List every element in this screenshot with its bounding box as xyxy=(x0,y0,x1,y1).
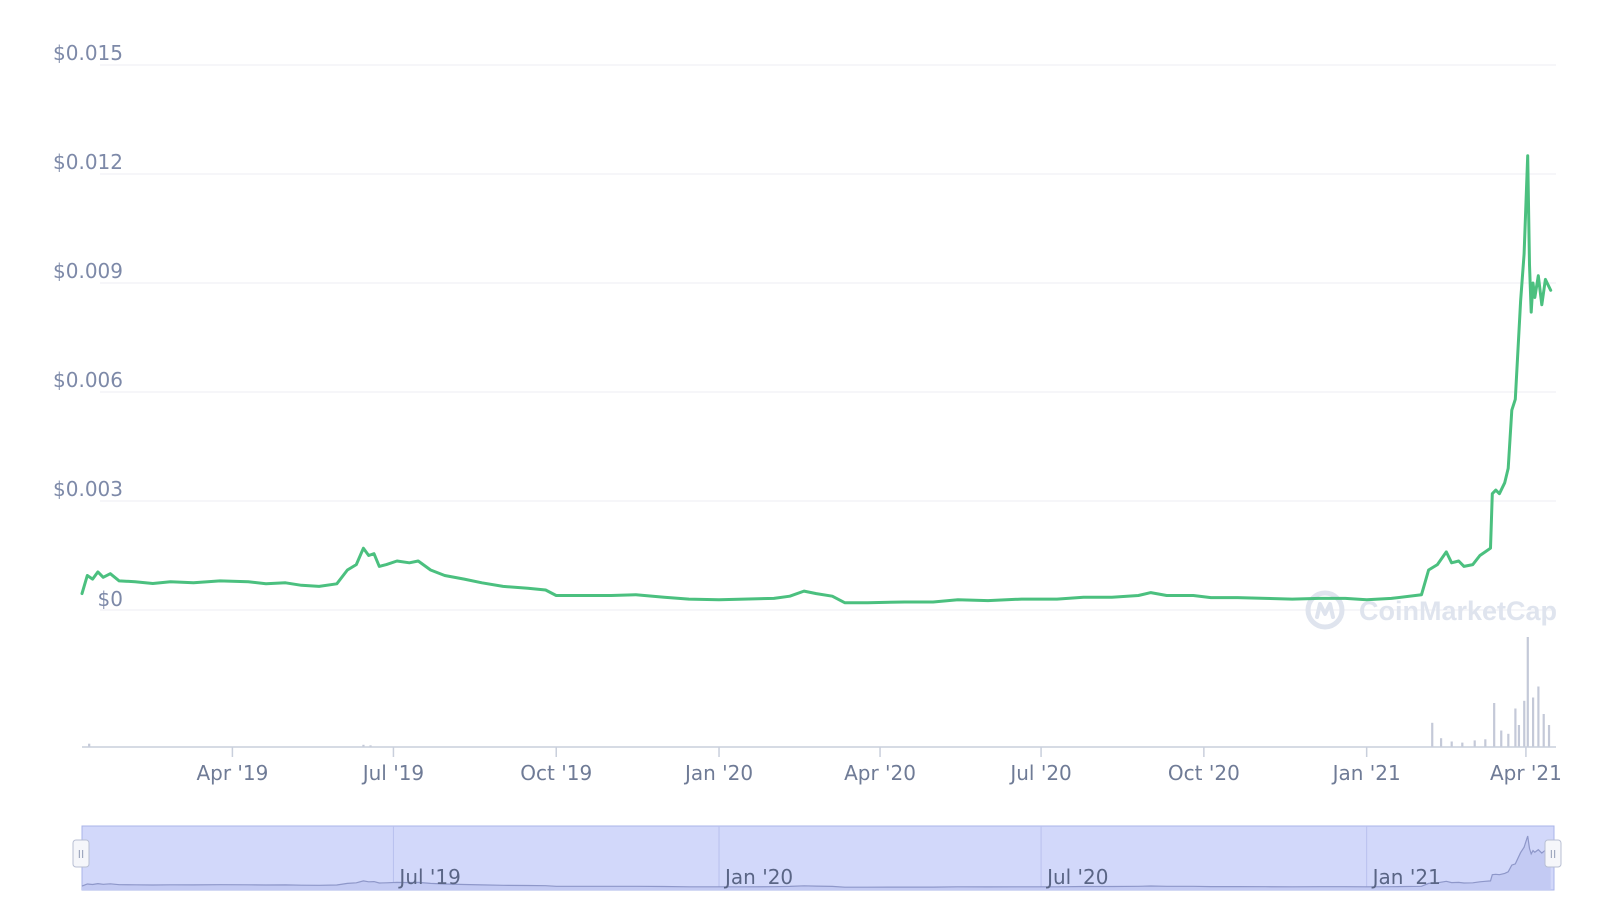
watermark-text: CoinMarketCap xyxy=(1359,596,1557,626)
price-series xyxy=(80,154,1553,605)
navigator-labels: Jul '19 Jan '20 Jul '20 Jan '21 xyxy=(397,865,1440,889)
coinmarketcap-watermark: CoinMarketCap xyxy=(1305,590,1557,630)
volume-bar xyxy=(1473,740,1476,747)
volume-bar xyxy=(1507,733,1510,747)
price-line xyxy=(80,154,1553,605)
volume-bar xyxy=(1523,700,1526,747)
volume-bar xyxy=(1450,741,1453,747)
y-tick-label: $0.003 xyxy=(53,477,123,501)
coinmarketcap-logo-icon xyxy=(1305,590,1345,630)
volume-bar xyxy=(88,743,91,747)
volume-bar xyxy=(1542,714,1545,747)
y-axis-ticks: $0 $0.003 $0.006 $0.009 $0.012 $0.015 xyxy=(53,41,123,611)
y-tick-label: $0 xyxy=(98,587,123,611)
y-tick-label: $0.015 xyxy=(53,41,123,65)
volume-bar xyxy=(1514,708,1517,747)
volume-bars xyxy=(88,637,1551,747)
navigator-handle-right[interactable]: II xyxy=(1544,839,1562,868)
navigator-line xyxy=(81,835,1551,888)
x-tick-label: Apr '21 xyxy=(1490,761,1562,785)
volume-bar xyxy=(1547,725,1551,747)
volume-bar xyxy=(369,745,372,747)
x-tick-label: Oct '20 xyxy=(1168,761,1240,785)
x-tick-label: Jan '20 xyxy=(683,761,753,785)
x-tick-label: Jul '19 xyxy=(361,761,424,785)
volume-bar xyxy=(362,744,365,747)
volume-bar xyxy=(1493,703,1496,747)
x-tick-label: Apr '20 xyxy=(844,761,916,785)
y-tick-label: $0.012 xyxy=(53,150,123,174)
volume-bar xyxy=(1537,686,1540,747)
range-navigator[interactable]: Jul '19 Jan '20 Jul '20 Jan '21 II II xyxy=(72,825,1562,891)
x-tick-label: Apr '19 xyxy=(196,761,268,785)
volume-bar xyxy=(1484,739,1487,747)
navigator-selection[interactable] xyxy=(81,825,1555,891)
navigator-label: Jan '21 xyxy=(1371,865,1441,889)
x-tick-label: Jul '20 xyxy=(1008,761,1071,785)
volume-bar xyxy=(1526,637,1529,747)
grid-lines xyxy=(100,64,1556,611)
navigator-handle-left[interactable]: II xyxy=(72,839,90,868)
y-tick-label: $0.006 xyxy=(53,368,123,392)
volume-bar xyxy=(1500,730,1503,747)
volume-bar xyxy=(1531,697,1535,747)
x-tick-label: Oct '19 xyxy=(520,761,592,785)
navigator-label: Jul '20 xyxy=(1045,865,1108,889)
navigator-grid xyxy=(392,826,1368,890)
navigator-label: Jul '19 xyxy=(397,865,460,889)
handle-grip-icon: II xyxy=(1550,848,1557,861)
volume-bar xyxy=(1439,738,1443,747)
volume-bar xyxy=(1431,722,1434,747)
handle-grip-icon: II xyxy=(78,848,85,861)
navigator-label: Jan '20 xyxy=(723,865,793,889)
x-axis-ticks: Apr '19 Jul '19 Oct '19 Jan '20 Apr '20 Jul '… xyxy=(196,747,1562,785)
navigator-series xyxy=(81,835,1551,890)
y-tick-label: $0.009 xyxy=(53,259,123,283)
x-tick-label: Jan '21 xyxy=(1331,761,1401,785)
volume-bar xyxy=(1517,725,1521,747)
volume-bar xyxy=(1461,742,1464,747)
